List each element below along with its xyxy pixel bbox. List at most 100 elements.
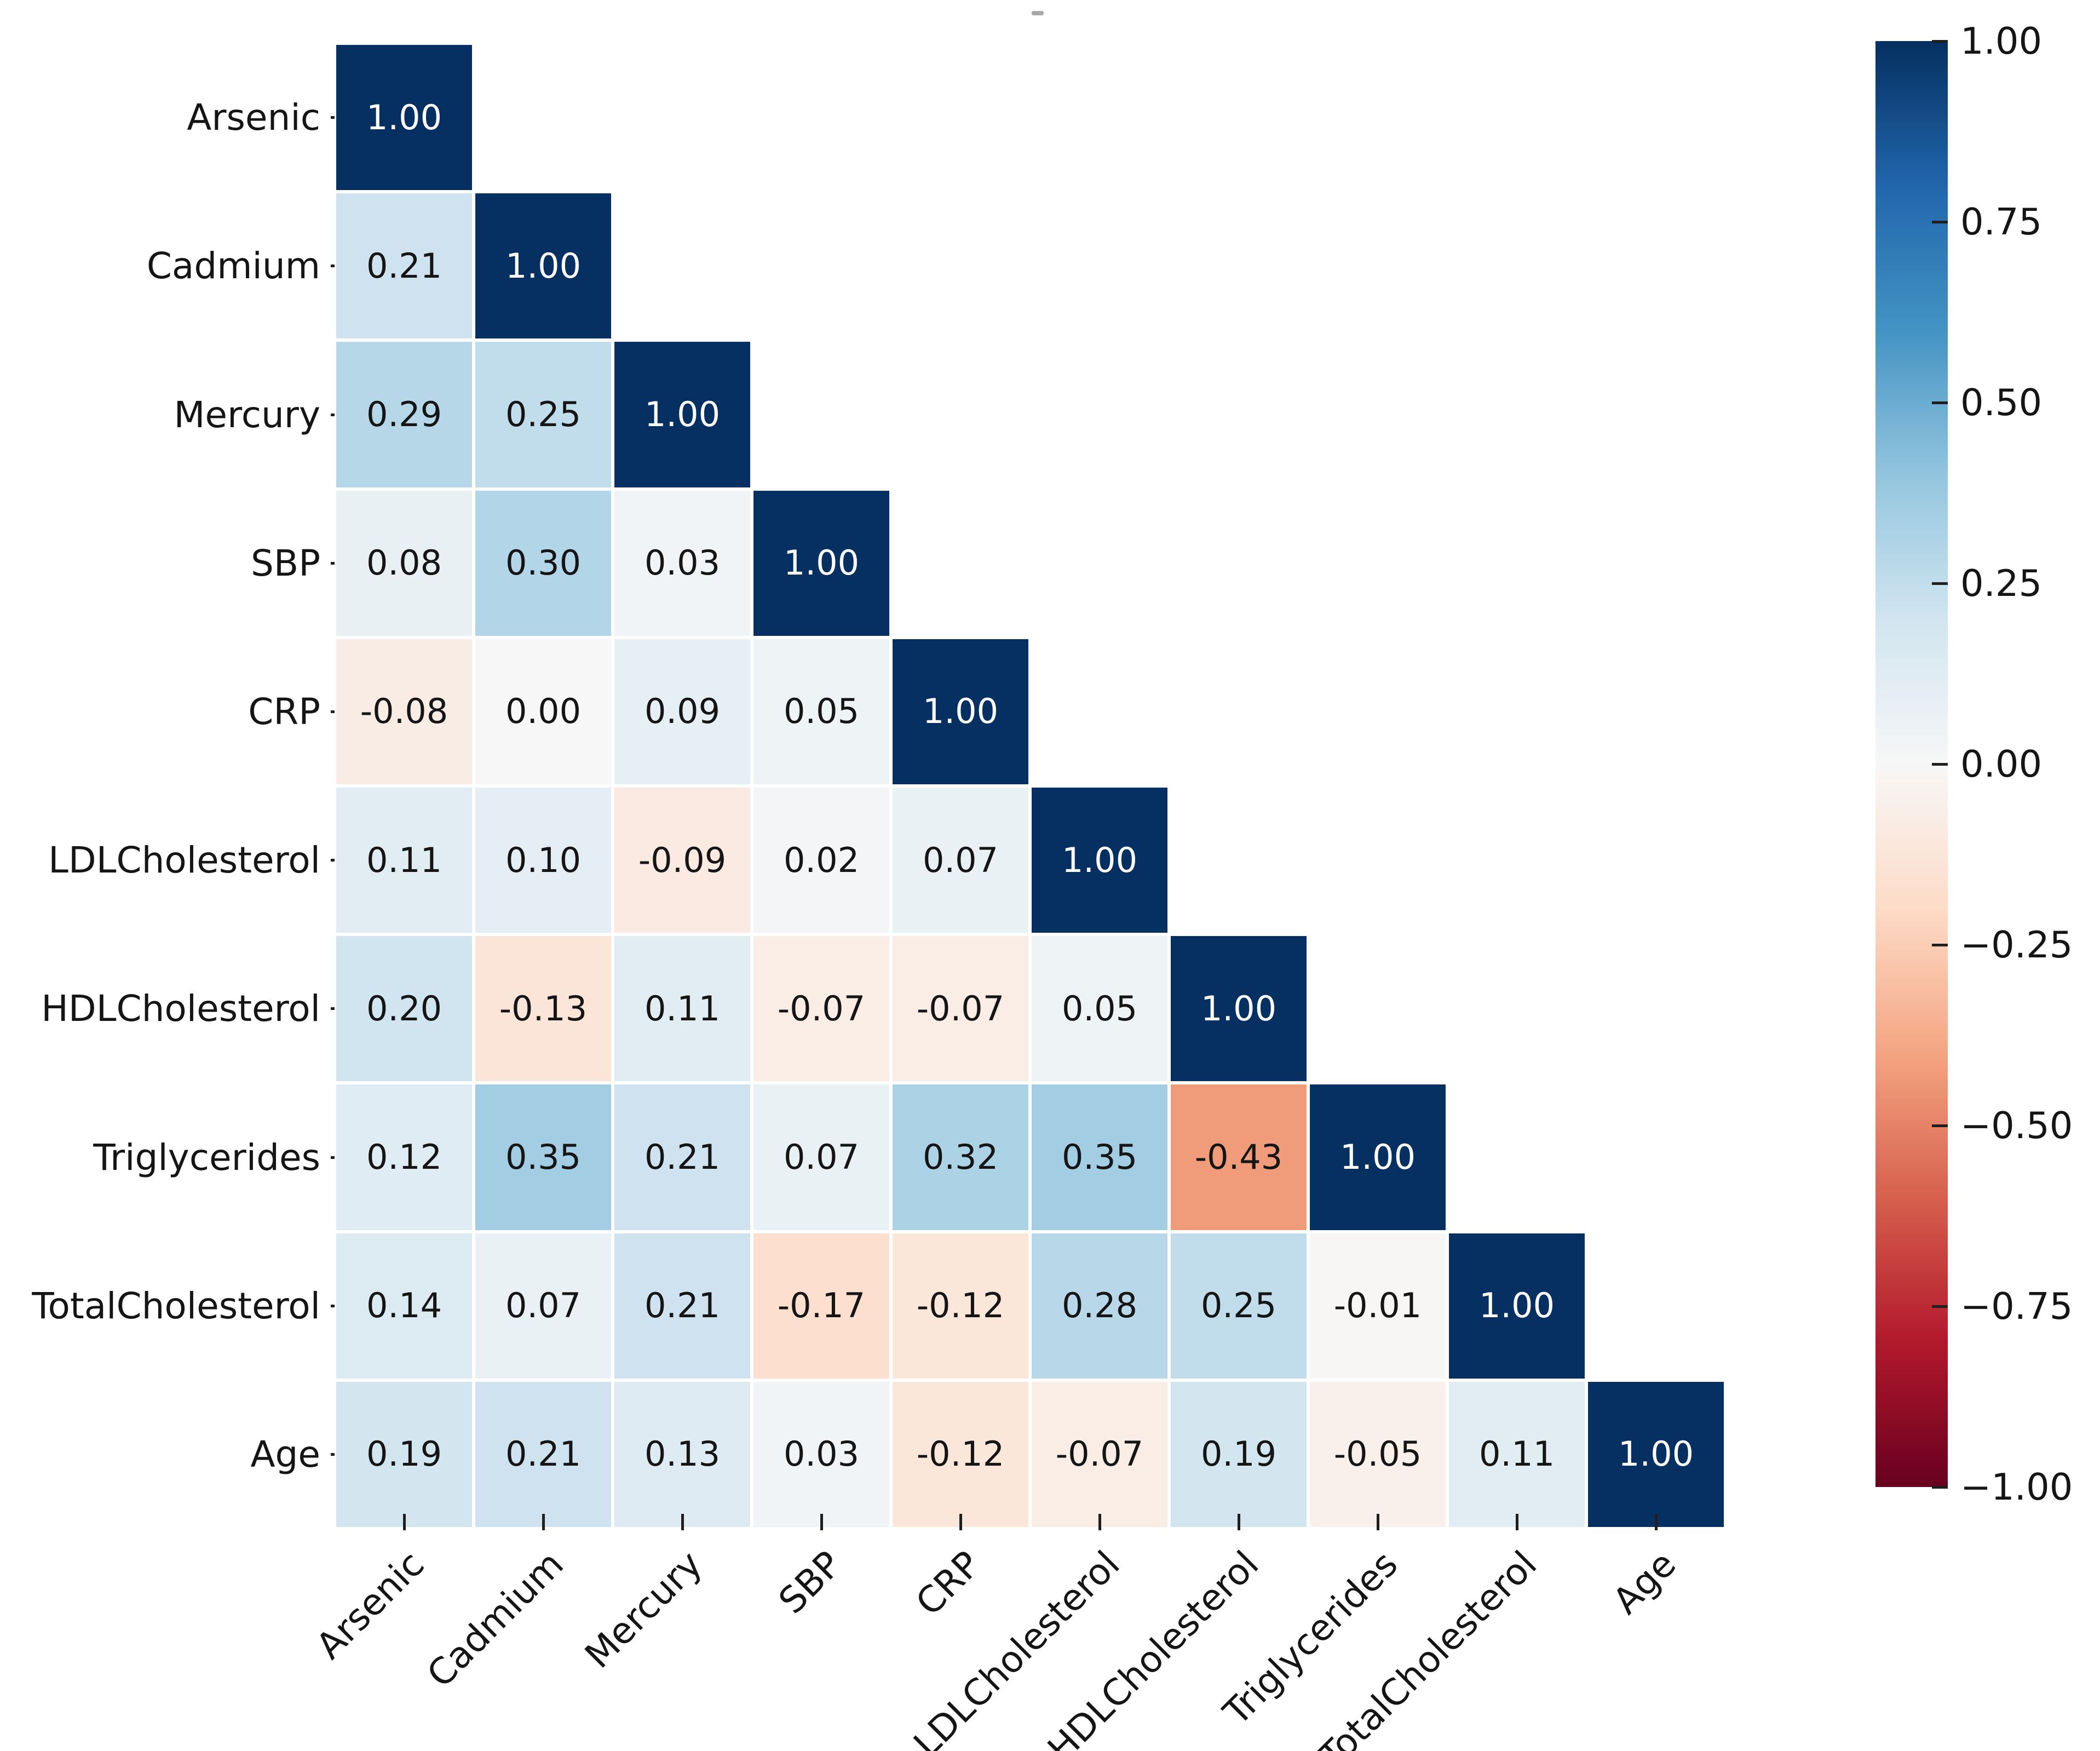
heatmap-cell-HDLCholesterol-SBP: -0.07 <box>752 934 891 1083</box>
heatmap-cell-empty <box>1447 786 1586 934</box>
heatmap-cell-empty <box>1447 43 1586 192</box>
heatmap-cell-LDLCholesterol-LDLCholesterol: 1.00 <box>1030 786 1169 935</box>
y-axis-label-CRP: CRP <box>248 690 320 733</box>
heatmap-cell-CRP-Mercury: 0.09 <box>613 637 752 786</box>
heatmap-cell-empty <box>1447 1083 1586 1231</box>
heatmap-cell-Mercury-Arsenic: 0.29 <box>335 340 474 489</box>
y-axis-label-Cadmium: Cadmium <box>146 245 320 288</box>
heatmap-cell-empty <box>1169 489 1308 638</box>
correlation-heatmap: 1.00 0.21 1.00 0.29 0.25 1.00 0.08 0.30 0.03 1.00… <box>335 43 1725 1529</box>
heatmap-cell-empty <box>891 43 1030 192</box>
heatmap-cell-HDLCholesterol-Cadmium: -0.13 <box>474 934 613 1083</box>
heatmap-cell-LDLCholesterol-Mercury: -0.09 <box>613 786 752 935</box>
heatmap-cell-SBP-Arsenic: 0.08 <box>335 489 474 638</box>
colorbar-tick <box>1932 39 1948 43</box>
heatmap-cell-HDLCholesterol-CRP: -0.07 <box>891 934 1030 1083</box>
x-tick <box>542 1514 545 1530</box>
heatmap-cell-Triglycerides-LDLCholesterol: 0.35 <box>1030 1083 1169 1232</box>
heatmap-cell-SBP-SBP: 1.00 <box>752 489 891 638</box>
smudge-artifact <box>1032 11 1044 15</box>
x-axis-label-Arsenic: Arsenic <box>308 1543 433 1667</box>
heatmap-cell-Triglycerides-Triglycerides: 1.00 <box>1308 1083 1447 1232</box>
heatmap-cell-TotalCholesterol-HDLCholesterol: 0.25 <box>1169 1231 1308 1380</box>
heatmap-cell-TotalCholesterol-Arsenic: 0.14 <box>335 1231 474 1380</box>
heatmap-cell-CRP-CRP: 1.00 <box>891 637 1030 786</box>
heatmap-cell-Age-Arsenic: 0.19 <box>335 1380 474 1529</box>
heatmap-cell-empty <box>1308 638 1447 786</box>
x-tick <box>1237 1514 1240 1530</box>
heatmap-cell-Age-TotalCholesterol: 0.11 <box>1447 1380 1586 1529</box>
heatmap-cell-empty <box>1586 638 1725 786</box>
heatmap-cell-empty <box>474 43 613 192</box>
colorbar-tick <box>1932 762 1948 766</box>
heatmap-cell-Triglycerides-Cadmium: 0.35 <box>474 1083 613 1232</box>
heatmap-cell-TotalCholesterol-Triglycerides: -0.01 <box>1308 1231 1447 1380</box>
heatmap-cell-empty <box>752 43 891 192</box>
heatmap-cell-Age-Age: 1.00 <box>1586 1380 1725 1529</box>
heatmap-cell-Age-Triglycerides: -0.05 <box>1308 1380 1447 1529</box>
heatmap-cell-empty <box>752 192 891 340</box>
heatmap-cell-Age-LDLCholesterol: -0.07 <box>1030 1380 1169 1529</box>
heatmap-cell-empty <box>1030 43 1169 192</box>
heatmap-cell-empty <box>1169 786 1308 934</box>
heatmap-cell-Age-SBP: 0.03 <box>752 1380 891 1529</box>
colorbar-label-−0.50: −0.50 <box>1960 1104 2073 1147</box>
heatmap-cell-Cadmium-Cadmium: 1.00 <box>474 192 613 341</box>
x-axis-labels: Arsenic Cadmium Mercury SBP CRP LDLCholestero… <box>308 1539 1725 1751</box>
heatmap-cell-empty <box>1308 786 1447 934</box>
heatmap-cell-CRP-Arsenic: -0.08 <box>335 637 474 786</box>
y-axis-label-TotalCholesterol: TotalCholesterol <box>32 1284 320 1327</box>
colorbar-tick <box>1932 1485 1948 1489</box>
y-axis-labels: Arsenic Cadmium Mercury SBP CRP LDLCholestero… <box>0 43 320 1529</box>
x-tick <box>402 1514 406 1530</box>
heatmap-cell-Age-CRP: -0.12 <box>891 1380 1030 1529</box>
heatmap-cell-empty <box>1447 934 1586 1083</box>
heatmap-cell-empty <box>1586 934 1725 1083</box>
heatmap-cell-empty <box>1030 340 1169 489</box>
heatmap-cell-CRP-Cadmium: 0.00 <box>474 637 613 786</box>
colorbar-label-−0.75: −0.75 <box>1960 1285 2073 1328</box>
heatmap-cell-empty <box>1447 192 1586 340</box>
heatmap-cell-Arsenic-Arsenic: 1.00 <box>335 43 474 192</box>
heatmap-cell-TotalCholesterol-TotalCholesterol: 1.00 <box>1447 1231 1586 1380</box>
x-tick <box>959 1514 962 1530</box>
heatmap-cell-empty <box>1169 340 1308 489</box>
heatmap-cell-TotalCholesterol-LDLCholesterol: 0.28 <box>1030 1231 1169 1380</box>
heatmap-cell-TotalCholesterol-Mercury: 0.21 <box>613 1231 752 1380</box>
heatmap-cell-empty <box>1586 1083 1725 1231</box>
heatmap-cell-TotalCholesterol-CRP: -0.12 <box>891 1231 1030 1380</box>
x-axis-label-Cadmium: Cadmium <box>418 1543 572 1696</box>
colorbar-label-0.00: 0.00 <box>1960 743 2043 785</box>
heatmap-cell-empty <box>752 340 891 489</box>
heatmap-cell-empty <box>1030 489 1169 638</box>
heatmap-cell-empty <box>1586 1232 1725 1380</box>
heatmap-cell-empty <box>1308 934 1447 1083</box>
heatmap-cell-TotalCholesterol-Cadmium: 0.07 <box>474 1231 613 1380</box>
heatmap-cell-HDLCholesterol-Arsenic: 0.20 <box>335 934 474 1083</box>
heatmap-cell-empty <box>1169 638 1308 786</box>
x-axis-label-Age: Age <box>1604 1543 1684 1622</box>
heatmap-cell-empty <box>1030 192 1169 340</box>
heatmap-cell-empty <box>1586 192 1725 340</box>
heatmap-cell-HDLCholesterol-HDLCholesterol: 1.00 <box>1169 934 1308 1083</box>
colorbar-label-0.75: 0.75 <box>1960 200 2043 243</box>
heatmap-cell-Age-Mercury: 0.13 <box>613 1380 752 1529</box>
heatmap-cell-empty <box>1308 43 1447 192</box>
y-axis-label-Arsenic: Arsenic <box>187 96 320 139</box>
heatmap-cell-Triglycerides-SBP: 0.07 <box>752 1083 891 1232</box>
y-axis-label-LDLCholesterol: LDLCholesterol <box>48 839 320 882</box>
heatmap-cell-LDLCholesterol-Arsenic: 0.11 <box>335 786 474 935</box>
heatmap-cell-empty <box>1586 489 1725 638</box>
heatmap-cell-LDLCholesterol-CRP: 0.07 <box>891 786 1030 935</box>
heatmap-cell-Age-HDLCholesterol: 0.19 <box>1169 1380 1308 1529</box>
x-axis-label-Mercury: Mercury <box>577 1543 711 1677</box>
colorbar-tick <box>1932 220 1948 223</box>
heatmap-cell-empty <box>613 43 752 192</box>
x-axis-label-SBP: SBP <box>770 1543 850 1622</box>
heatmap-cell-Triglycerides-Mercury: 0.21 <box>613 1083 752 1232</box>
heatmap-cell-Mercury-Mercury: 1.00 <box>613 340 752 489</box>
y-axis-label-SBP: SBP <box>251 542 320 584</box>
colorbar-label-0.50: 0.50 <box>1960 381 2043 424</box>
colorbar-label-−0.25: −0.25 <box>1960 923 2073 966</box>
